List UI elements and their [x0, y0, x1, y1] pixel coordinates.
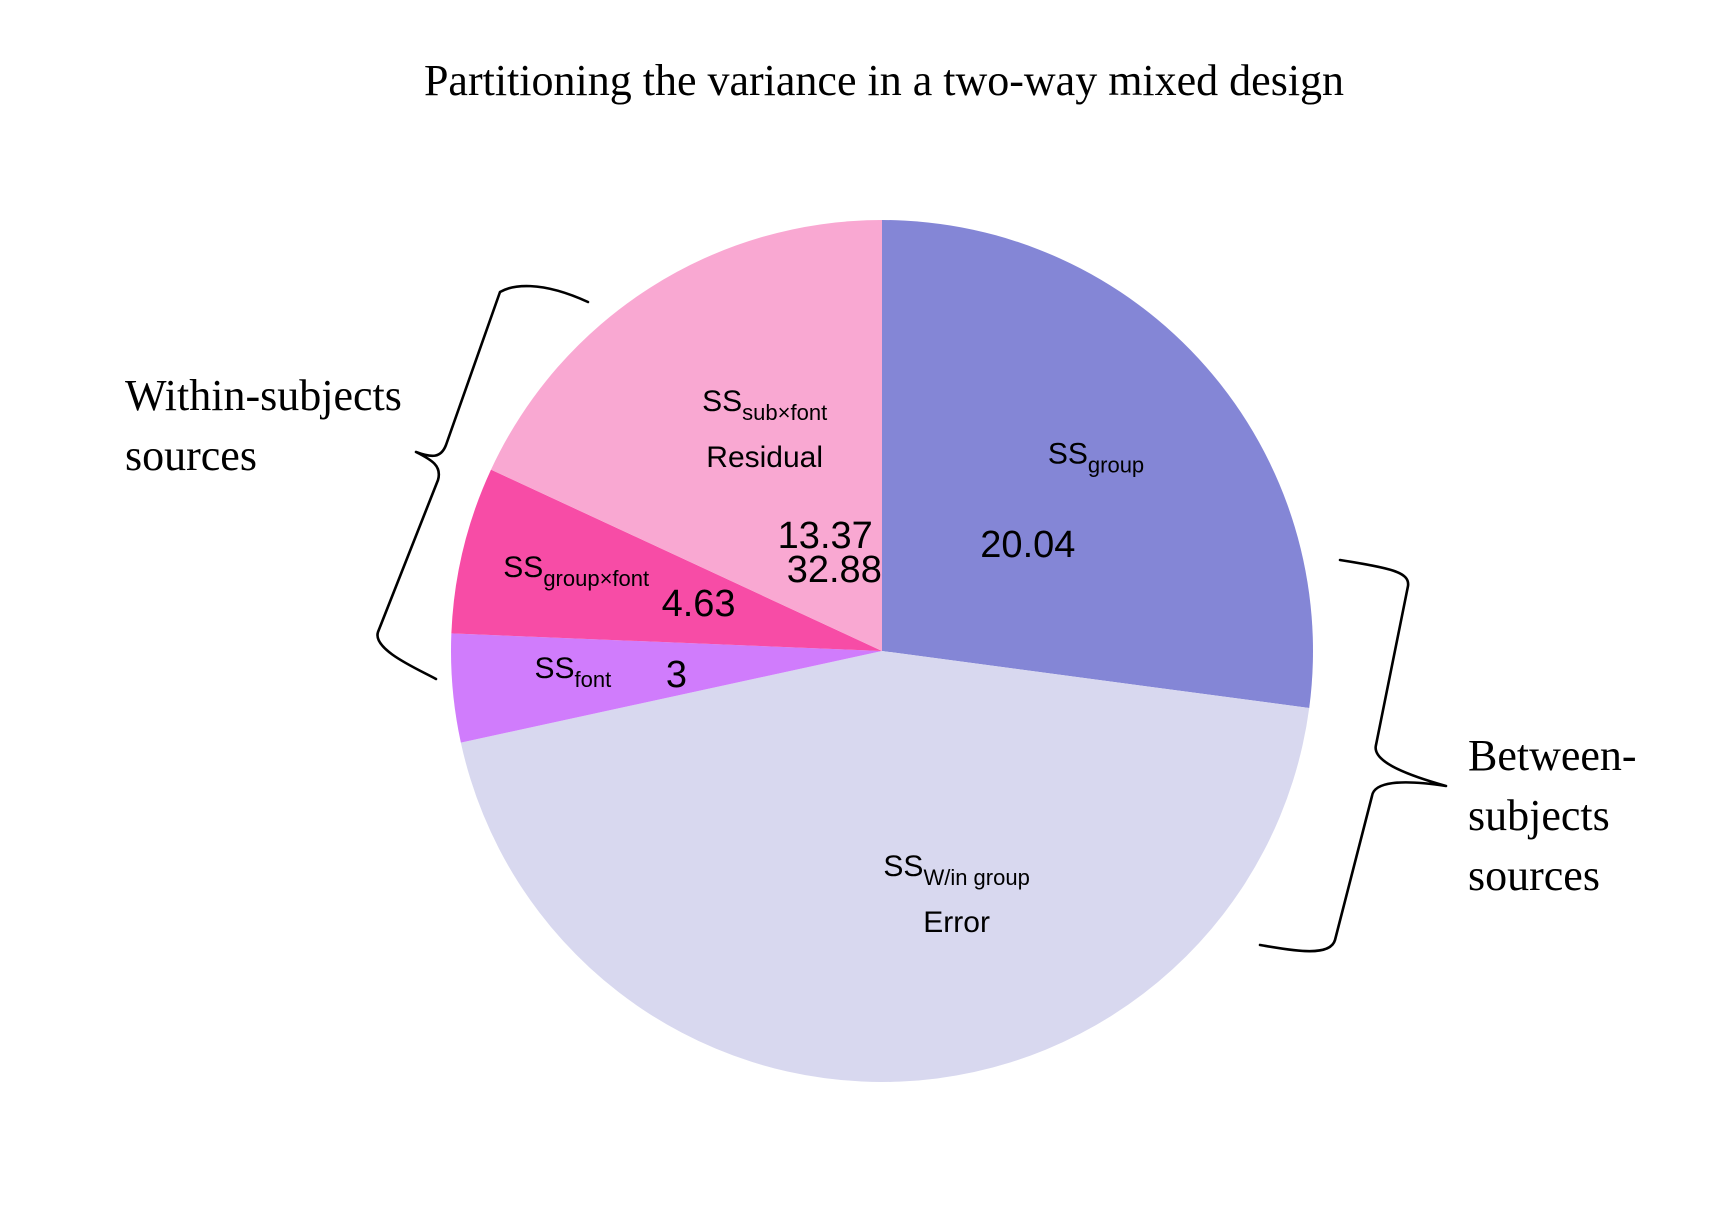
- slice-label-subscript: group×font: [543, 566, 649, 591]
- slice-value-ss-group: 20.04: [980, 524, 1075, 566]
- slice-label-ss-group: SSgroup: [1048, 438, 1144, 478]
- slice-label-subscript: font: [575, 667, 612, 692]
- between-subjects-label-line-3: sources: [1468, 851, 1600, 900]
- slice-label-main: SS: [1048, 438, 1088, 471]
- slice-label-main: SS: [883, 850, 923, 883]
- slice-extra-label-ss-win-group: Error: [923, 906, 990, 939]
- between-subjects-label-line-2: subjects: [1468, 791, 1610, 840]
- slice-label-subscript: group: [1088, 453, 1144, 478]
- pie-slice-ss-font: [450, 633, 882, 743]
- within-subjects-label-line-1: Within-subjects: [125, 371, 402, 420]
- slice-label-ss-font: SSfont: [534, 652, 611, 692]
- slice-value-ss-font: 3: [666, 654, 687, 696]
- pie-slice-ss-sub-font: [491, 220, 882, 651]
- slice-label-subscript: sub×font: [742, 400, 827, 425]
- pie-slice-ss-group-font: [451, 469, 882, 651]
- slice-value-ss-sub-font: 13.37: [778, 515, 873, 557]
- pie-slice-ss-win-group: [460, 651, 1310, 1082]
- slice-label-ss-sub-font: SSsub×font: [702, 385, 827, 425]
- slice-label-subscript: W/in group: [923, 865, 1029, 890]
- between-subjects-label-line-1: Between-: [1468, 731, 1637, 780]
- slice-label-main: SS: [702, 385, 742, 418]
- slice-label-main: SS: [534, 652, 574, 685]
- slice-value-ss-win-group: 32.88: [787, 549, 882, 591]
- slice-extra-label-ss-sub-font: Residual: [706, 441, 823, 474]
- pie-slice-ss-group: [882, 220, 1313, 708]
- chart-title: Partitioning the variance in a two-way m…: [424, 56, 1344, 105]
- slice-label-ss-group-font: SSgroup×font: [503, 551, 649, 591]
- between-subjects-brace: [1258, 558, 1448, 953]
- slice-value-ss-group-font: 4.63: [662, 583, 736, 625]
- within-subjects-label-line-2: sources: [125, 431, 257, 480]
- within-subjects-brace: [376, 284, 590, 681]
- pie-slices: [450, 220, 1313, 1082]
- slice-label-main: SS: [503, 551, 543, 584]
- slice-label-ss-win-group: SSW/in group: [883, 850, 1029, 890]
